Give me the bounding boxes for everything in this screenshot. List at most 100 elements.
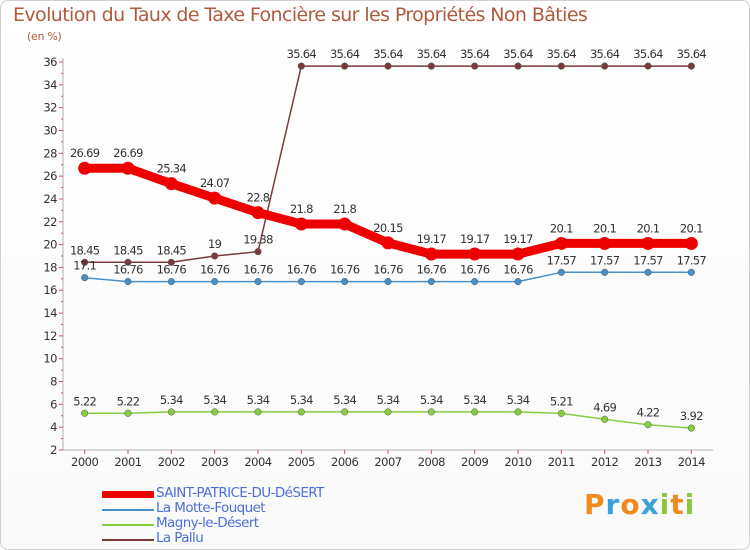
data-label: 35.64 <box>373 47 403 61</box>
data-label: 19 <box>208 237 222 251</box>
data-label: 20.15 <box>373 221 403 235</box>
data-point <box>598 236 612 250</box>
data-label: 16.76 <box>373 263 403 277</box>
data-point <box>644 421 652 429</box>
data-point <box>554 236 568 250</box>
data-label: 16.76 <box>460 263 490 277</box>
data-label: 5.34 <box>377 393 400 407</box>
x-tick-label: 2001 <box>114 455 141 469</box>
data-label: 35.64 <box>633 47 663 61</box>
data-point <box>601 415 609 423</box>
data-point <box>557 62 565 70</box>
data-point <box>471 62 479 70</box>
data-label: 4.22 <box>637 406 660 420</box>
data-label: 19.17 <box>503 232 533 246</box>
y-unit-label: (en %) <box>27 30 62 43</box>
data-point <box>167 258 175 266</box>
data-label: 21.8 <box>290 202 313 216</box>
x-tick-label: 2007 <box>374 455 401 469</box>
y-tick-label: 16 <box>43 283 57 297</box>
data-point <box>471 408 479 416</box>
data-point <box>601 62 609 70</box>
data-point <box>124 278 132 286</box>
logo-letter: i <box>684 488 696 521</box>
data-point <box>164 177 178 191</box>
y-tick-label: 14 <box>43 306 57 320</box>
data-point <box>297 408 305 416</box>
data-label: 22.8 <box>247 191 270 205</box>
y-tick-label: 26 <box>43 169 57 183</box>
data-label: 35.64 <box>417 47 447 61</box>
data-label: 5.22 <box>117 394 140 408</box>
data-label: 16.76 <box>330 263 360 277</box>
data-label: 18.45 <box>157 243 187 257</box>
data-point <box>384 408 392 416</box>
x-tick-label: 2003 <box>201 455 228 469</box>
proxiti-logo: Proxiti <box>584 488 695 521</box>
data-point <box>124 258 132 266</box>
legend-item: Magny-le-Désert <box>101 515 421 532</box>
legend-item: La Motte-Fouquet <box>101 500 421 517</box>
data-label: 35.64 <box>460 47 490 61</box>
x-tick-label: 2013 <box>634 455 661 469</box>
y-tick-label: 24 <box>43 192 57 206</box>
data-label: 5.34 <box>507 393 530 407</box>
data-label: 16.76 <box>243 263 273 277</box>
data-point <box>424 247 438 261</box>
data-point <box>644 62 652 70</box>
data-point <box>514 278 522 286</box>
logo-letter: i <box>659 488 671 521</box>
data-point <box>167 278 175 286</box>
y-tick-label: 34 <box>43 78 57 92</box>
data-label: 5.34 <box>290 393 313 407</box>
data-label: 16.76 <box>287 263 317 277</box>
data-point <box>254 248 262 256</box>
data-label: 20.1 <box>593 221 616 235</box>
data-point <box>687 268 695 276</box>
y-tick-label: 22 <box>43 215 57 229</box>
data-point <box>124 409 132 417</box>
data-label: 17.1 <box>73 259 96 273</box>
data-point <box>557 409 565 417</box>
legend-item: SAINT-PATRICE-DU-DéSERT <box>101 485 421 502</box>
logo-letter: r <box>605 488 621 521</box>
data-point <box>254 408 262 416</box>
data-point <box>341 408 349 416</box>
data-label: 35.64 <box>677 47 707 61</box>
data-point <box>254 278 262 286</box>
data-point <box>601 268 609 276</box>
data-label: 20.1 <box>680 221 703 235</box>
data-point <box>211 252 219 260</box>
data-point <box>511 247 525 261</box>
data-point <box>297 62 305 70</box>
data-point <box>341 62 349 70</box>
legend-swatch <box>102 524 154 526</box>
data-label: 26.69 <box>70 146 100 160</box>
data-point <box>338 217 352 231</box>
x-tick-label: 2014 <box>678 455 705 469</box>
data-point <box>514 408 522 416</box>
data-point <box>294 217 308 231</box>
data-label: 4.69 <box>593 400 616 414</box>
data-label: 19.38 <box>243 233 273 247</box>
data-label: 17.57 <box>547 253 577 267</box>
legend-item: La Pallu <box>101 530 421 547</box>
data-point <box>81 258 89 266</box>
data-label: 5.22 <box>73 394 96 408</box>
x-tick-label: 2006 <box>331 455 358 469</box>
x-tick-label: 2000 <box>71 455 98 469</box>
data-label: 20.1 <box>637 221 660 235</box>
data-label: 17.57 <box>590 253 620 267</box>
data-label: 5.34 <box>203 393 226 407</box>
y-tick-label: 18 <box>43 260 57 274</box>
x-tick-label: 2012 <box>591 455 618 469</box>
data-label: 5.34 <box>420 393 443 407</box>
data-point <box>297 278 305 286</box>
legend-label: Magny-le-Désert <box>156 515 259 531</box>
data-label: 17.57 <box>677 253 707 267</box>
data-labels-layer: 5.22 5.22 5.34 5.34 5.34 5.34 5.34 5.34 5.34 5.34… <box>70 47 707 423</box>
y-tick-label: 4 <box>50 420 57 434</box>
y-tick-label: 32 <box>43 101 57 115</box>
legend: SAINT-PATRICE-DU-DéSERT La Motte-Fouquet… <box>101 485 421 547</box>
